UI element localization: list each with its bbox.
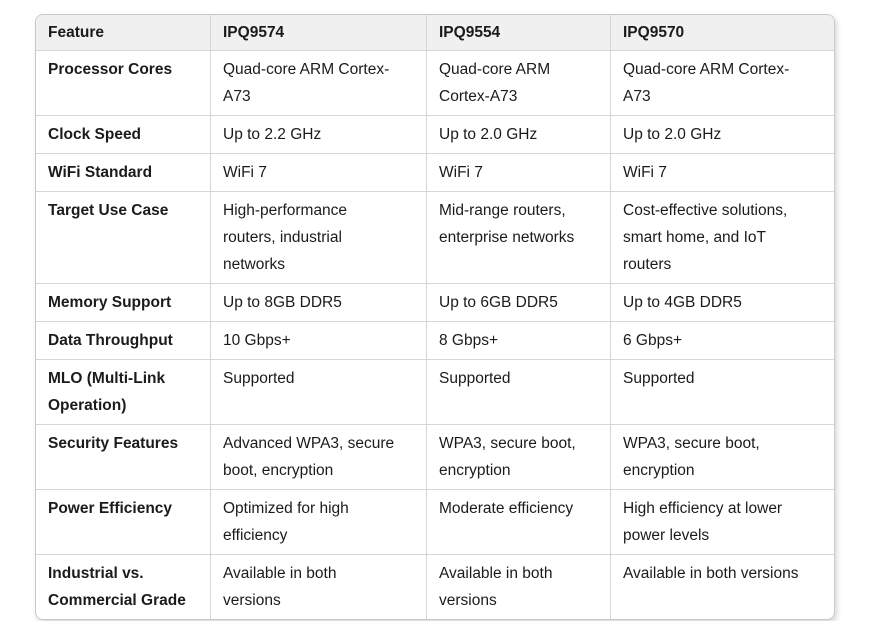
table-row-mlo: MLO (Multi-Link Operation) Supported Sup… bbox=[36, 360, 834, 425]
value-cell: WPA3, secure boot, encryption bbox=[611, 425, 834, 490]
value-cell: 6 Gbps+ bbox=[611, 322, 834, 360]
feature-cell: Security Features bbox=[36, 425, 211, 490]
feature-cell: Clock Speed bbox=[36, 116, 211, 154]
value-cell: Supported bbox=[427, 360, 611, 425]
table-row-industrial-commercial: Industrial vs. Commercial Grade Availabl… bbox=[36, 555, 834, 619]
value-cell: WiFi 7 bbox=[611, 154, 834, 192]
header-row: Feature IPQ9574 IPQ9554 IPQ9570 bbox=[36, 15, 834, 51]
table-row-memory-support: Memory Support Up to 8GB DDR5 Up to 6GB … bbox=[36, 284, 834, 322]
table-row-target-use-case: Target Use Case High-performance routers… bbox=[36, 192, 834, 284]
value-cell: Mid-range routers, enterprise networks bbox=[427, 192, 611, 284]
value-cell: Quad-core ARM Cortex- A73 bbox=[611, 51, 834, 116]
value-cell: Up to 4GB DDR5 bbox=[611, 284, 834, 322]
table-row-security-features: Security Features Advanced WPA3, secure … bbox=[36, 425, 834, 490]
feature-cell: Memory Support bbox=[36, 284, 211, 322]
value-cell: Up to 2.2 GHz bbox=[211, 116, 427, 154]
value-cell: Up to 2.0 GHz bbox=[427, 116, 611, 154]
feature-cell: Industrial vs. Commercial Grade bbox=[36, 555, 211, 619]
value-cell: High efficiency at lower power levels bbox=[611, 490, 834, 555]
table-row-data-throughput: Data Throughput 10 Gbps+ 8 Gbps+ 6 Gbps+ bbox=[36, 322, 834, 360]
value-cell: Available in both versions bbox=[211, 555, 427, 619]
value-cell: Quad-core ARM Cortex- A73 bbox=[211, 51, 427, 116]
value-cell: Quad-core ARM Cortex-A73 bbox=[427, 51, 611, 116]
value-cell: High-performance routers, industrial net… bbox=[211, 192, 427, 284]
feature-cell: WiFi Standard bbox=[36, 154, 211, 192]
column-header-feature: Feature bbox=[36, 15, 211, 51]
value-cell: Up to 6GB DDR5 bbox=[427, 284, 611, 322]
value-cell: 8 Gbps+ bbox=[427, 322, 611, 360]
table-row-power-efficiency: Power Efficiency Optimized for high effi… bbox=[36, 490, 834, 555]
value-cell: Optimized for high efficiency bbox=[211, 490, 427, 555]
column-header-ipq9554: IPQ9554 bbox=[427, 15, 611, 51]
feature-cell: Data Throughput bbox=[36, 322, 211, 360]
value-cell: Supported bbox=[211, 360, 427, 425]
chip-comparison-table: Feature IPQ9574 IPQ9554 IPQ9570 Processo… bbox=[36, 15, 834, 619]
value-cell: WiFi 7 bbox=[427, 154, 611, 192]
value-cell: Up to 2.0 GHz bbox=[611, 116, 834, 154]
value-cell: Cost-effective solutions, smart home, an… bbox=[611, 192, 834, 284]
column-header-ipq9570: IPQ9570 bbox=[611, 15, 834, 51]
value-cell: WPA3, secure boot, encryption bbox=[427, 425, 611, 490]
table-row-wifi-standard: WiFi Standard WiFi 7 WiFi 7 WiFi 7 bbox=[36, 154, 834, 192]
feature-cell: Processor Cores bbox=[36, 51, 211, 116]
value-cell: 10 Gbps+ bbox=[211, 322, 427, 360]
value-cell: Up to 8GB DDR5 bbox=[211, 284, 427, 322]
column-header-ipq9574: IPQ9574 bbox=[211, 15, 427, 51]
chip-comparison-table-card: Feature IPQ9574 IPQ9554 IPQ9570 Processo… bbox=[35, 14, 835, 620]
value-cell: Moderate efficiency bbox=[427, 490, 611, 555]
table-row-processor-cores: Processor Cores Quad-core ARM Cortex- A7… bbox=[36, 51, 834, 116]
feature-cell: MLO (Multi-Link Operation) bbox=[36, 360, 211, 425]
value-cell: Available in both versions bbox=[623, 565, 799, 582]
value-cell: WiFi 7 bbox=[211, 154, 427, 192]
value-cell: Available in both versions bbox=[427, 555, 611, 619]
value-cell: Advanced WPA3, secure boot, encryption bbox=[211, 425, 427, 490]
feature-cell: Target Use Case bbox=[36, 192, 211, 284]
value-cell: Supported bbox=[611, 360, 834, 425]
table-row-clock-speed: Clock Speed Up to 2.2 GHz Up to 2.0 GHz … bbox=[36, 116, 834, 154]
feature-cell: Power Efficiency bbox=[36, 490, 211, 555]
